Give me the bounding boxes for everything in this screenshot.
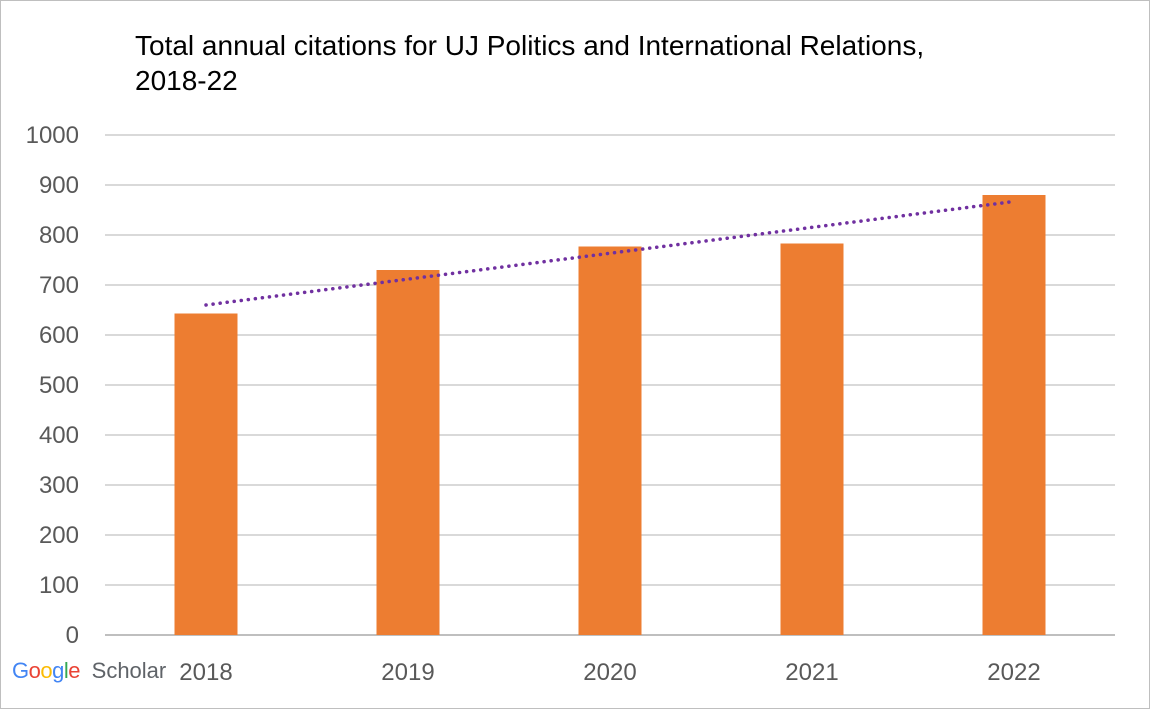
x-tick-label: 2019	[381, 659, 434, 686]
y-tick-label: 900	[39, 172, 79, 199]
y-tick-label: 500	[39, 372, 79, 399]
bar-2019	[376, 270, 440, 635]
google-scholar-logo: Google Scholar	[12, 657, 166, 685]
bar-2022	[982, 195, 1046, 635]
x-tick-label: 2022	[987, 659, 1040, 686]
x-tick-label: 2021	[785, 659, 838, 686]
y-tick-label: 800	[39, 222, 79, 249]
bar-2018	[174, 313, 238, 635]
logo-letter: l	[63, 658, 69, 683]
x-tick-label: 2018	[179, 659, 232, 686]
logo-letter: o	[40, 658, 53, 683]
logo-letter: e	[68, 658, 81, 683]
y-tick-label: 600	[39, 322, 79, 349]
trendline	[204, 199, 1016, 307]
y-tick-label: 0	[66, 622, 79, 649]
y-tick-label: 400	[39, 422, 79, 449]
bar-2020	[578, 246, 642, 635]
x-tick-label: 2020	[583, 659, 636, 686]
chart-title-line-2: 2018-22	[135, 65, 238, 96]
y-tick-label: 200	[39, 522, 79, 549]
logo-letter: o	[28, 658, 41, 683]
y-tick-label: 700	[39, 272, 79, 299]
scholar-wordmark: Scholar	[91, 658, 167, 683]
y-tick-label: 300	[39, 472, 79, 499]
chart-title: Total annual citations for UJ Politics a…	[135, 28, 1095, 98]
logo-letter: g	[52, 658, 64, 683]
logo-letter: G	[12, 658, 29, 683]
chart-title-line-1: Total annual citations for UJ Politics a…	[135, 30, 925, 61]
y-tick-label: 100	[39, 572, 79, 599]
y-tick-label: 1000	[26, 122, 79, 149]
google-wordmark: Google	[12, 658, 86, 683]
bar-2021	[780, 243, 844, 635]
